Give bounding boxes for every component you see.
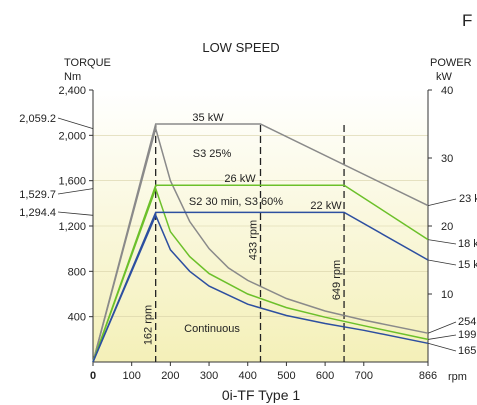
end-leader xyxy=(427,321,457,334)
power-end-23: 23 kW xyxy=(459,193,477,205)
torque-end-165: 165 xyxy=(458,345,476,357)
x-tick-label: 500 xyxy=(277,370,295,382)
vertical-markers: 162 rpm 433 rpm 649 rpm xyxy=(143,125,345,362)
rpm-marker-label: 162 rpm xyxy=(143,305,155,345)
left-tick-label: 1,600 xyxy=(58,176,86,188)
rpm-marker-label: 649 rpm xyxy=(331,260,343,300)
right-axis-unit: kW xyxy=(436,71,453,83)
x-tick-label: 200 xyxy=(161,370,179,382)
left-tick-label: 2,000 xyxy=(58,130,86,142)
annotation-35kw: 35 kW xyxy=(192,112,224,124)
torque-callout-2059: 2,059.2 xyxy=(19,113,56,125)
chart-subtitle: 0i-TF Type 1 xyxy=(222,387,301,403)
x-tick-label: 866 xyxy=(419,370,437,382)
x-tick-label: 100 xyxy=(123,370,141,382)
torque-curve xyxy=(92,186,429,363)
power-end-18: 18 kW xyxy=(458,238,477,250)
annotation-s3-25: S3 25% xyxy=(193,148,232,160)
right-tick-label: 30 xyxy=(441,153,453,165)
torque-curve xyxy=(92,125,429,363)
x-axis-unit: rpm xyxy=(448,371,467,383)
page-letter: F xyxy=(462,11,472,30)
torque-leader xyxy=(57,211,94,216)
torque-leader xyxy=(57,117,94,130)
right-axis-label: POWER xyxy=(430,57,472,69)
chart-title: LOW SPEED xyxy=(202,40,279,55)
torque-leader xyxy=(57,188,94,195)
end-leader xyxy=(427,342,457,352)
torque-callout-1529: 1,529.7 xyxy=(19,189,56,201)
left-tick-label: 400 xyxy=(68,312,86,324)
annotation-26kw: 26 kW xyxy=(224,173,256,185)
x-tick-label: 300 xyxy=(200,370,218,382)
end-leader xyxy=(427,239,457,245)
series-lines xyxy=(92,123,429,363)
right-tick-label: 10 xyxy=(441,289,453,301)
torque-end-254: 254 xyxy=(458,316,476,328)
end-leader xyxy=(427,259,457,266)
torque-callout-1294: 1,294.4 xyxy=(19,207,56,219)
end-leader xyxy=(427,198,457,206)
power-end-15: 15 kW xyxy=(458,259,477,271)
annotation-s2-s3: S2 30 min, S3 60% xyxy=(189,196,283,208)
x-tick-label: 0 xyxy=(90,370,96,382)
annotation-continuous: Continuous xyxy=(184,323,240,335)
right-tick-label: 40 xyxy=(441,85,453,97)
left-tick-label: 1,200 xyxy=(58,221,86,233)
x-tick-label: 400 xyxy=(239,370,257,382)
right-tick-label: 20 xyxy=(441,221,453,233)
leader-lines xyxy=(57,117,457,352)
end-leader xyxy=(427,334,457,340)
torque-end-199: 199 xyxy=(458,329,476,341)
left-tick-label: 2,400 xyxy=(58,85,86,97)
annotation-22kw: 22 kW xyxy=(310,200,342,212)
torque-curve xyxy=(92,213,429,363)
x-tick-label: 600 xyxy=(316,370,334,382)
left-axis-unit: Nm xyxy=(64,71,81,83)
left-axis-label: TORQUE xyxy=(64,57,111,69)
left-tick-label: 800 xyxy=(68,266,86,278)
x-tick-label: 700 xyxy=(355,370,373,382)
rpm-marker-label: 433 rpm xyxy=(248,220,260,260)
